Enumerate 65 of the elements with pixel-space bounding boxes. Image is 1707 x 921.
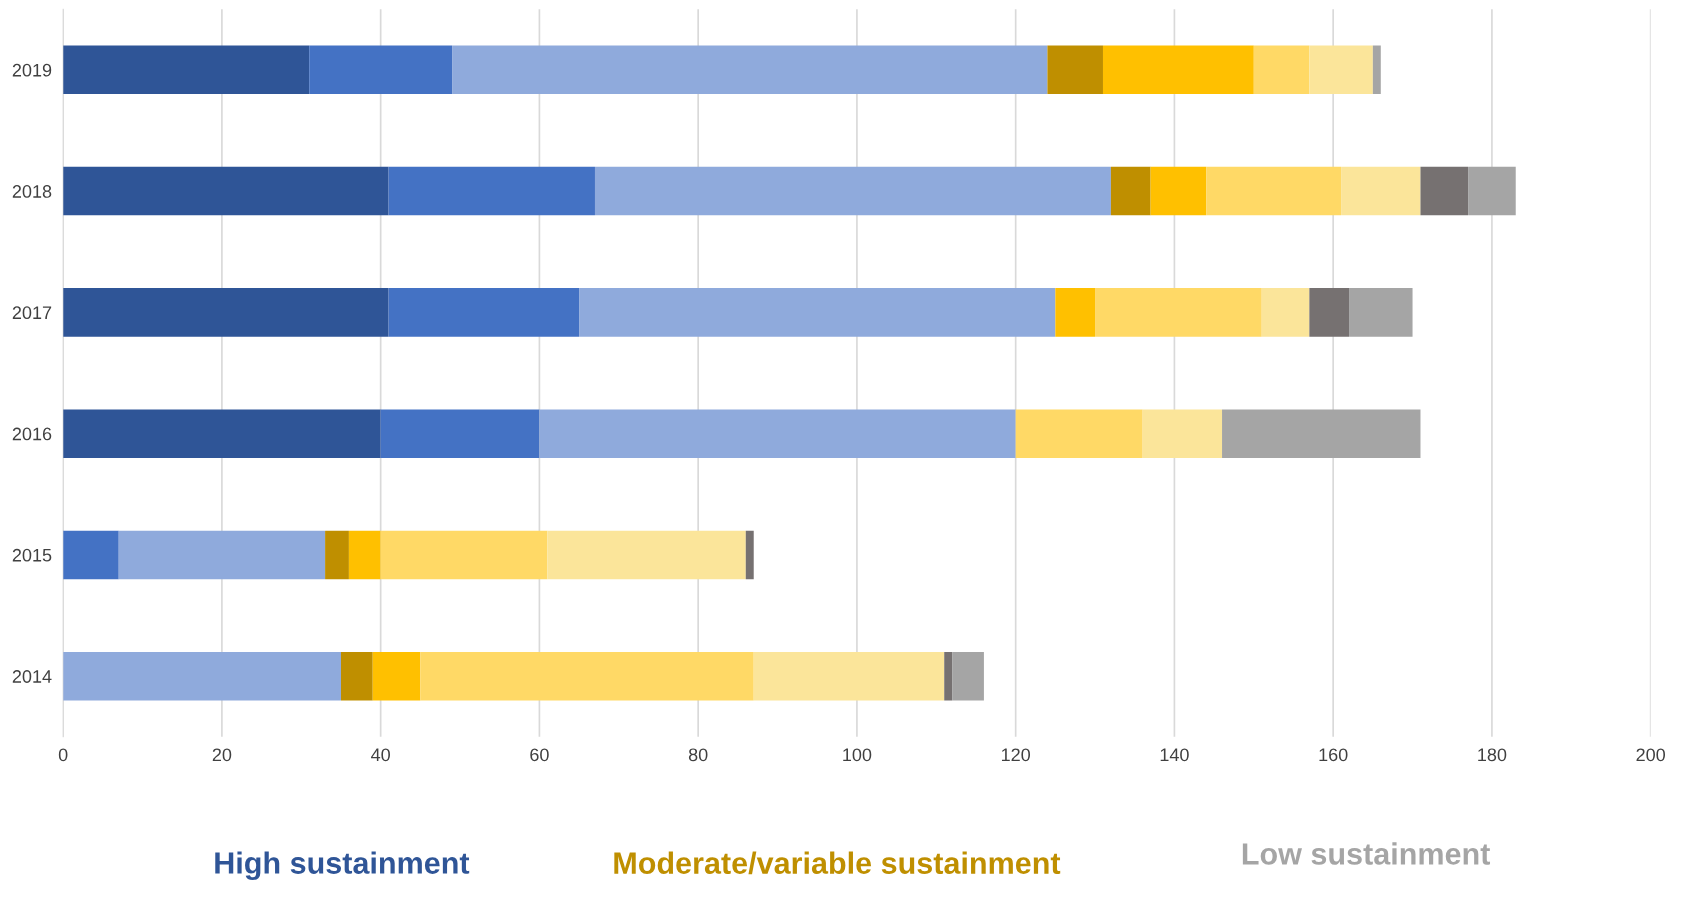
bar <box>420 651 754 701</box>
x-tick-label: 80 <box>688 748 708 762</box>
bar <box>1110 166 1151 216</box>
bar <box>63 651 341 701</box>
bar <box>1055 288 1096 337</box>
bar <box>63 409 381 458</box>
text: Low sustainment <box>1242 842 1491 865</box>
bar <box>1309 288 1350 337</box>
y-tick-label: 2017 <box>12 306 52 320</box>
y-tick-label: 2019 <box>12 63 52 77</box>
y-tick-label: 2015 <box>12 548 52 562</box>
bar <box>1047 45 1103 95</box>
bar <box>1142 409 1223 458</box>
bar <box>340 651 373 701</box>
y-tick-label: 2018 <box>12 185 52 198</box>
bar <box>952 651 984 701</box>
x-tick-label: 140 <box>1160 748 1189 762</box>
bar <box>944 651 953 701</box>
bar <box>1341 166 1421 216</box>
x-tick-label: 200 <box>1636 748 1666 762</box>
bar <box>63 45 310 95</box>
x-tick-label: 160 <box>1319 748 1348 762</box>
bar <box>753 651 945 701</box>
bar <box>1309 45 1373 95</box>
bar <box>118 530 326 580</box>
bar <box>547 530 746 580</box>
bar <box>1150 166 1207 216</box>
bar <box>380 530 548 580</box>
bar <box>1095 288 1262 337</box>
bar <box>63 288 389 337</box>
bar <box>745 530 754 580</box>
bar <box>579 288 1056 337</box>
bar <box>1261 288 1310 337</box>
bar <box>1253 45 1310 95</box>
bar <box>1349 288 1413 337</box>
bar <box>309 45 453 95</box>
x-tick-label: 20 <box>212 748 232 762</box>
bar <box>539 409 1016 458</box>
bar <box>1102 45 1254 95</box>
bar <box>1015 409 1143 458</box>
bar <box>1468 166 1516 216</box>
bar <box>380 409 540 458</box>
bar <box>388 166 595 216</box>
bar <box>372 651 421 701</box>
bar <box>388 288 580 337</box>
y-tick-label: 2016 <box>12 427 52 441</box>
bar <box>1372 45 1381 95</box>
text: High sustainment <box>215 851 470 881</box>
x-tick-label: 180 <box>1478 748 1507 762</box>
bar <box>325 530 349 580</box>
x-tick-label: 100 <box>843 748 872 762</box>
bar <box>63 166 389 216</box>
x-tick-label: 120 <box>1001 748 1031 762</box>
bar <box>63 530 119 580</box>
bar <box>1420 166 1469 216</box>
bar <box>594 166 1111 216</box>
x-tick-label: 0 <box>58 748 68 762</box>
x-tick-label: 60 <box>530 748 549 762</box>
bar <box>1222 409 1421 458</box>
text: Moderate/variable sustainment <box>614 851 1061 875</box>
x-tick-label: 40 <box>371 748 390 762</box>
y-tick-label: 2014 <box>12 670 52 683</box>
bar <box>348 530 381 580</box>
bar <box>1206 166 1342 216</box>
bar <box>452 45 1048 95</box>
